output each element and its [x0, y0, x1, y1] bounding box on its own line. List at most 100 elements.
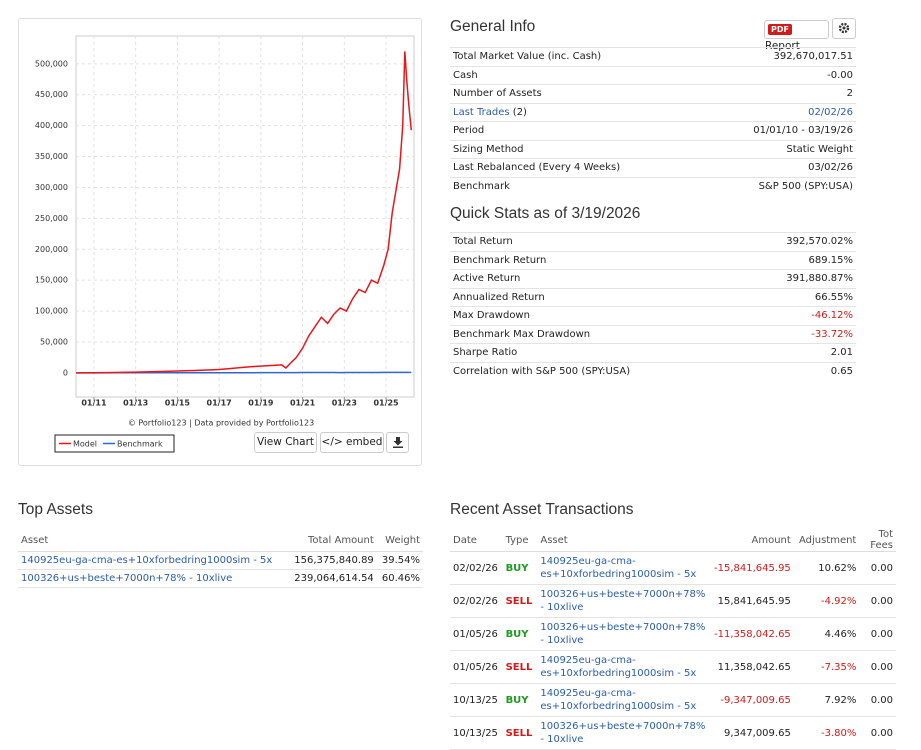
x-tick-label: 01/23 [332, 399, 357, 408]
info-value: 2.01 [741, 344, 856, 363]
y-tick-label: 250,000 [35, 214, 68, 223]
settings-button[interactable] [832, 18, 856, 39]
info-row: Benchmark Max Drawdown-33.72% [450, 325, 856, 344]
asset-cell: 60.46% [377, 570, 423, 588]
date-cell: 02/02/26 [450, 552, 503, 585]
adjustment-cell: 4.46% [794, 618, 860, 651]
info-value: 66.55% [741, 288, 856, 307]
info-label-cell: Period [450, 122, 702, 141]
info-label: Number of Assets [453, 88, 542, 99]
column-header: Amount [710, 529, 794, 552]
info-label: Benchmark Max Drawdown [453, 329, 590, 340]
info-label-cell: Active Return [450, 270, 741, 289]
y-tick-label: 300,000 [35, 183, 68, 192]
x-tick-label: 01/13 [123, 399, 148, 408]
x-tick-label: 01/19 [248, 399, 274, 408]
column-header: Asset [537, 529, 710, 552]
info-value: 392,670,017.51 [702, 48, 856, 67]
fees-cell: 0.00 [859, 684, 896, 717]
download-button[interactable] [386, 432, 409, 453]
info-value: 392,570.02% [741, 233, 856, 252]
info-row: Correlation with S&P 500 (SPY:USA)0.65 [450, 362, 856, 380]
column-header: Total Amount [287, 529, 377, 552]
x-tick-label: 01/11 [81, 399, 107, 408]
info-label[interactable]: Last Trades [453, 107, 510, 118]
y-tick-label: 150,000 [35, 276, 68, 285]
info-label-cell: Last Trades (2) [450, 103, 702, 122]
amount-cell: -9,347,009.65 [710, 684, 794, 717]
type-cell: SELL [503, 651, 538, 684]
info-value: 03/02/26 [702, 159, 856, 178]
legend-label: Model [73, 440, 97, 449]
info-label: Max Drawdown [453, 310, 530, 321]
general-info-table: Total Market Value (inc. Cash) 392,670,01… [450, 47, 856, 195]
info-label-cell: Max Drawdown [450, 307, 741, 326]
y-tick-label: 500,000 [35, 59, 68, 68]
view-chart-button[interactable]: View Chart [254, 432, 317, 453]
embed-button[interactable]: </> embed [320, 432, 384, 453]
adjustment-cell: -4.92% [794, 585, 860, 618]
info-value: -0.00 [702, 66, 856, 85]
column-header: Date [450, 529, 503, 552]
info-label-cell: Sizing Method [450, 140, 702, 159]
chart: 050,000100,000150,000200,000250,000300,0… [19, 19, 421, 465]
asset-cell: 156,375,840.89 [287, 552, 377, 570]
type-cell: SELL [503, 585, 538, 618]
asset-cell[interactable]: 100326+us+beste+7000n+78% - 10xlive [537, 717, 710, 750]
y-tick-label: 350,000 [35, 152, 68, 161]
x-tick-label: 01/15 [165, 399, 191, 408]
amount-cell: -11,358,042.65 [710, 618, 794, 651]
column-header: Asset [18, 529, 287, 552]
top-assets-title: Top Assets [18, 501, 93, 519]
info-row: Cash -0.00 [450, 66, 856, 85]
date-cell: 10/13/25 [450, 684, 503, 717]
info-row: Max Drawdown-46.12% [450, 307, 856, 326]
asset-row: 140925eu-ga-cma-es+10xforbedring1000sim … [18, 552, 423, 570]
info-label: Total Market Value (inc. Cash) [453, 51, 601, 62]
info-label-cell: Sharpe Ratio [450, 344, 741, 363]
info-label: Sizing Method [453, 144, 524, 155]
date-cell: 01/05/26 [450, 651, 503, 684]
info-label: Sharpe Ratio [453, 347, 517, 358]
x-tick-label: 01/17 [207, 399, 232, 408]
info-label: Cash [453, 70, 478, 81]
type-cell: SELL [503, 717, 538, 750]
type-cell: BUY [503, 552, 538, 585]
asset-cell[interactable]: 140925eu-ga-cma-es+10xforbedring1000sim … [537, 552, 710, 585]
asset-name[interactable]: 100326+us+beste+7000n+78% - 10xlive [18, 570, 287, 588]
column-header: Tot Fees [859, 529, 896, 552]
amount-cell: -15,841,645.95 [710, 552, 794, 585]
info-label-cell: Number of Assets [450, 85, 702, 104]
asset-cell[interactable]: 100326+us+beste+7000n+78% - 10xlive [537, 585, 710, 618]
asset-cell[interactable]: 140925eu-ga-cma-es+10xforbedring1000sim … [537, 684, 710, 717]
info-value: 0.65 [741, 362, 856, 380]
asset-cell[interactable]: 100326+us+beste+7000n+78% - 10xlive [537, 618, 710, 651]
chart-credit: © Portfolio123 | Data provided by Portfo… [128, 419, 314, 428]
adjustment-cell: -3.80% [794, 717, 860, 750]
report-button[interactable]: PDF Report [764, 20, 829, 39]
gear-icon [838, 22, 850, 34]
x-tick-label: 01/21 [290, 399, 316, 408]
info-label: Period [453, 125, 484, 136]
fees-cell: 0.00 [859, 717, 896, 750]
column-header: Type [503, 529, 538, 552]
amount-cell: 11,358,042.65 [710, 651, 794, 684]
info-row: Total Market Value (inc. Cash) 392,670,01… [450, 48, 856, 67]
info-row: Last Trades (2)02/02/26 [450, 103, 856, 122]
info-label-cell: Cash [450, 66, 702, 85]
asset-name[interactable]: 140925eu-ga-cma-es+10xforbedring1000sim … [18, 552, 287, 570]
asset-cell[interactable]: 140925eu-ga-cma-es+10xforbedring1000sim … [537, 651, 710, 684]
